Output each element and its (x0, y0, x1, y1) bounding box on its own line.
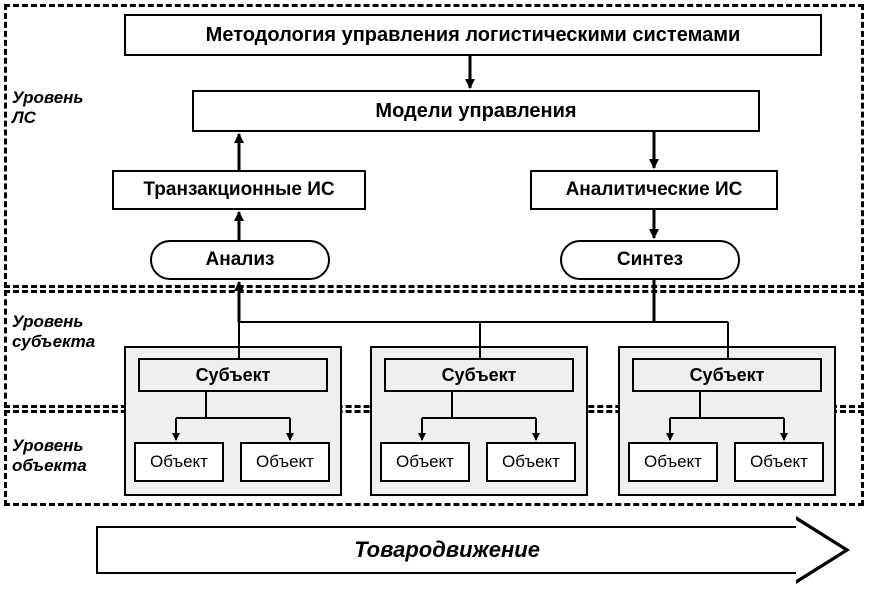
subject-label-3-text: Субъект (690, 365, 765, 386)
diagram-root: УровеньЛС Уровеньсубъекта Уровеньобъекта… (0, 0, 869, 599)
object-box-1a: Объект (134, 442, 224, 482)
object-box-1b-text: Объект (256, 452, 314, 472)
node-analytical: Аналитические ИС (530, 170, 778, 210)
object-box-3a: Объект (628, 442, 718, 482)
flow-arrow-head-inner (796, 520, 844, 580)
node-synthesis: Синтез (560, 240, 740, 280)
node-methodology-text: Методология управления логистическими си… (206, 24, 741, 47)
object-box-2a: Объект (380, 442, 470, 482)
node-analysis: Анализ (150, 240, 330, 280)
subject-label-2-text: Субъект (442, 365, 517, 386)
object-box-2b: Объект (486, 442, 576, 482)
level-label-ls-text: УровеньЛС (12, 88, 84, 127)
level-label-ls: УровеньЛС (12, 88, 84, 127)
object-box-1a-text: Объект (150, 452, 208, 472)
subject-label-1-text: Субъект (196, 365, 271, 386)
node-analysis-text: Анализ (206, 249, 275, 271)
object-box-1b: Объект (240, 442, 330, 482)
flow-arrow-label: Товародвижение (354, 537, 540, 563)
node-analytical-text: Аналитические ИС (566, 179, 743, 201)
node-transactional-text: Транзакционные ИС (143, 179, 334, 201)
subject-label-3: Субъект (632, 358, 822, 392)
node-transactional: Транзакционные ИС (112, 170, 366, 210)
node-synthesis-text: Синтез (617, 249, 683, 271)
level-label-subject-text: Уровеньсубъекта (12, 312, 95, 351)
level-label-object: Уровеньобъекта (12, 436, 87, 475)
node-models-text: Модели управления (375, 100, 576, 123)
object-box-3b-text: Объект (750, 452, 808, 472)
flow-arrow-body: Товародвижение (96, 526, 796, 574)
object-box-2b-text: Объект (502, 452, 560, 472)
subject-label-2: Субъект (384, 358, 574, 392)
node-methodology: Методология управления логистическими си… (124, 14, 822, 56)
level-label-subject: Уровеньсубъекта (12, 312, 95, 351)
node-models: Модели управления (192, 90, 760, 132)
subject-label-1: Субъект (138, 358, 328, 392)
object-box-2a-text: Объект (396, 452, 454, 472)
level-label-object-text: Уровеньобъекта (12, 436, 87, 475)
object-box-3a-text: Объект (644, 452, 702, 472)
object-box-3b: Объект (734, 442, 824, 482)
